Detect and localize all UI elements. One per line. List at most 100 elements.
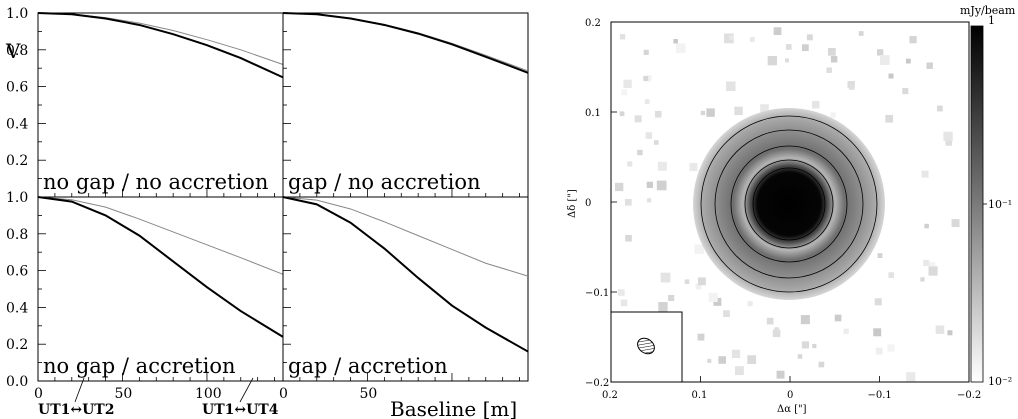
noise-speckle [619, 34, 626, 40]
noise-speckle [772, 329, 781, 338]
y-tick-label: 0.8 [6, 43, 28, 59]
image-x-axis-label: Δα ["] [777, 404, 807, 415]
noise-speckle [698, 277, 706, 286]
panel-gap-accretion: gap / accretion [282, 196, 529, 382]
noise-speckle [723, 33, 734, 44]
noise-speckle [747, 301, 753, 307]
y-tick-label: 0.0 [6, 374, 28, 390]
image-x-tick-label: 0.2 [602, 390, 618, 401]
colorbar-bar [970, 25, 984, 383]
noise-speckle [924, 223, 929, 229]
noise-speckle [928, 266, 938, 276]
image-x-tick-label: 0 [787, 390, 793, 401]
noise-speckle [800, 315, 810, 325]
noise-speckle [885, 114, 894, 123]
x-tick-label: 0 [279, 386, 288, 402]
x-tick-label: 0 [34, 386, 43, 402]
noise-speckle [926, 62, 933, 69]
noise-speckle [734, 366, 744, 376]
noise-speckle [619, 111, 625, 117]
annotation-ut1-ut2-leader [74, 377, 85, 403]
noise-speckle [747, 355, 757, 365]
noise-speckle [644, 99, 650, 105]
panel-no-gap-accretion: no gap / accretion [37, 196, 284, 382]
annotation-ut1-ut2: UT1↔UT2 [38, 402, 114, 418]
noise-speckle [818, 361, 825, 368]
noise-speckle [637, 149, 643, 156]
noise-speckle [909, 36, 917, 44]
noise-speckle [647, 198, 652, 203]
noise-speckle [801, 341, 809, 349]
noise-speckle [812, 343, 817, 349]
contour-5 [752, 167, 826, 241]
noise-speckle [615, 182, 624, 192]
colorbar-tick-top: 1 [988, 14, 995, 27]
noise-speckle [634, 115, 642, 123]
noise-speckle [627, 161, 633, 167]
noise-speckle [905, 58, 911, 64]
colorbar-tick-mid: 10⁻¹ [988, 198, 1012, 211]
noise-speckle [694, 244, 704, 254]
noise-speckle [879, 55, 890, 65]
series-line-thick [282, 12, 529, 74]
image-y-axis-label: Δδ ["] [567, 189, 578, 218]
noise-speckle [834, 314, 842, 322]
noise-speckle [774, 327, 779, 332]
panel-frame [282, 12, 529, 198]
noise-speckle [849, 84, 855, 90]
colorbar-tick-bottom: 10⁻² [988, 375, 1012, 388]
noise-speckle [723, 310, 730, 318]
noise-speckle [877, 253, 883, 258]
noise-speckle [830, 112, 836, 118]
noise-speckle [684, 279, 690, 284]
noise-speckle [947, 330, 953, 336]
panel-frame [37, 12, 284, 198]
noise-speckle [657, 161, 667, 171]
visibility-panels: no gap / no accretion gap / no accretion n… [37, 12, 529, 382]
noise-speckle [654, 110, 662, 118]
x-tick-label: 50 [114, 386, 132, 402]
noise-speckle [689, 162, 698, 172]
noise-speckle [660, 272, 671, 283]
contour-1 [700, 115, 878, 293]
x-axis-label-baseline: Baseline [m] [390, 397, 517, 419]
noise-speckle [801, 44, 809, 52]
noise-speckle [785, 58, 790, 63]
noise-speckle [697, 333, 705, 341]
noise-speckle [673, 39, 678, 44]
image-panel [610, 21, 970, 383]
noise-speckle [653, 140, 659, 145]
y-tick-label: 0.6 [6, 80, 28, 96]
series-line-thin [37, 196, 284, 275]
noise-speckle [645, 75, 652, 82]
noise-speckle [928, 261, 936, 269]
noise-speckle [847, 80, 855, 89]
image-y-tick-label: 0.2 [585, 18, 601, 29]
left-y-tick-labels: 0.2 0.4 0.6 0.8 1.0 0.0 0.2 0.4 0.6 0.8 1.0 [6, 6, 28, 390]
background-noise [615, 27, 960, 382]
noise-speckle [760, 104, 769, 113]
noise-speckle [726, 81, 736, 91]
noise-speckle [951, 219, 960, 228]
noise-speckle [873, 328, 882, 337]
noise-speckle [700, 110, 706, 116]
colorbar-unit: mJy/beam [960, 4, 1016, 17]
contour-4 [744, 159, 834, 249]
noise-speckle [658, 302, 668, 312]
y-tick-label: 0.2 [6, 153, 28, 169]
noise-speckle [776, 370, 785, 379]
noise-speckle [708, 292, 718, 302]
noise-speckle [623, 79, 632, 88]
noise-speckle [656, 180, 667, 191]
contour-2 [714, 129, 864, 279]
panel-no-gap-no-accretion: no gap / no accretion [37, 12, 284, 198]
image-y-tick-label: 0.1 [585, 108, 601, 119]
y-tick-label: 0.4 [6, 116, 28, 132]
noise-speckle [875, 347, 883, 355]
series-line-thick [37, 12, 284, 79]
panel-frame [282, 196, 529, 382]
noise-speckle [826, 67, 832, 73]
panel-title: no gap / accretion [43, 354, 236, 378]
image-y-tick-label: −0.2 [585, 378, 609, 389]
noise-speckle [749, 37, 755, 42]
